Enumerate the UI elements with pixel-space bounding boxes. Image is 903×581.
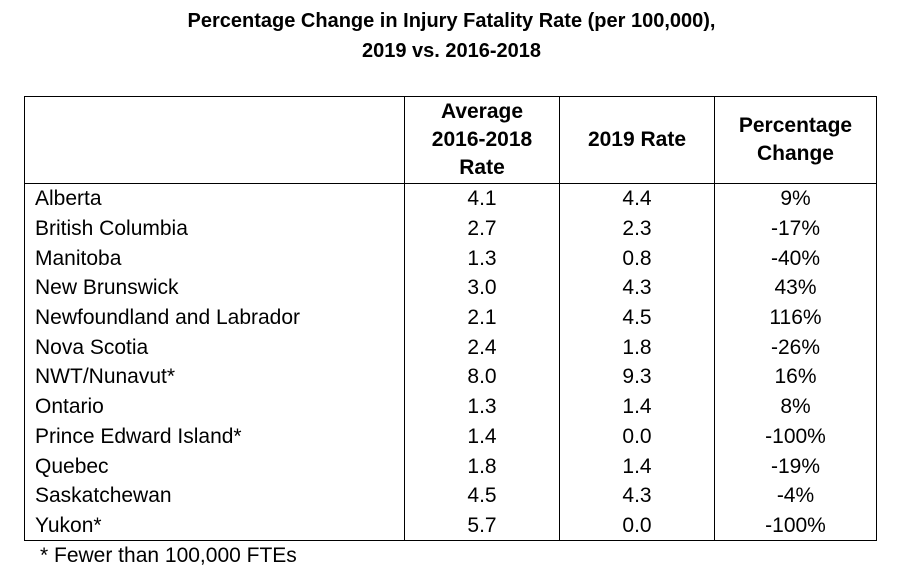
header-average-rate: Average 2016-2018 Rate bbox=[404, 96, 560, 184]
header-average-line-3: Rate bbox=[459, 156, 505, 179]
header-2019-rate: 2019 Rate bbox=[559, 96, 715, 184]
cell-percentage-change: 9% bbox=[714, 183, 877, 214]
cell-percentage-change: 8% bbox=[714, 391, 877, 422]
header-average-line-2: 2016-2018 bbox=[431, 128, 533, 151]
title-line-1: Percentage Change in Injury Fatality Rat… bbox=[187, 10, 716, 32]
cell-province: Alberta bbox=[24, 183, 405, 214]
cell-average-rate: 4.1 bbox=[404, 183, 560, 214]
cell-percentage-change: -26% bbox=[714, 332, 877, 363]
page-title: Percentage Change in Injury Fatality Rat… bbox=[0, 6, 903, 66]
table-row: Prince Edward Island* 1.4 0.0 -100% bbox=[24, 421, 877, 452]
cell-province: Manitoba bbox=[24, 243, 405, 274]
table-row: Manitoba 1.3 0.8 -40% bbox=[24, 243, 877, 274]
cell-province: Quebec bbox=[24, 451, 405, 481]
table-row: Saskatchewan 4.5 4.3 -4% bbox=[24, 480, 877, 511]
cell-average-rate: 3.0 bbox=[404, 273, 560, 303]
cell-average-rate: 1.3 bbox=[404, 391, 560, 422]
cell-percentage-change: -100% bbox=[714, 510, 877, 542]
cell-province: NWT/Nunavut* bbox=[24, 362, 405, 392]
cell-2019-rate: 1.8 bbox=[559, 332, 715, 363]
cell-2019-rate: 0.8 bbox=[559, 243, 715, 274]
cell-2019-rate: 4.3 bbox=[559, 273, 715, 303]
cell-province: Prince Edward Island* bbox=[24, 421, 405, 452]
cell-percentage-change: -100% bbox=[714, 421, 877, 452]
cell-2019-rate: 4.4 bbox=[559, 183, 715, 214]
header-percentage-change: Percentage Change bbox=[714, 96, 877, 184]
cell-province: New Brunswick bbox=[24, 273, 405, 303]
cell-percentage-change: -19% bbox=[714, 451, 877, 481]
cell-average-rate: 5.7 bbox=[404, 510, 560, 542]
cell-average-rate: 2.4 bbox=[404, 332, 560, 363]
cell-average-rate: 4.5 bbox=[404, 480, 560, 511]
cell-2019-rate: 2.3 bbox=[559, 213, 715, 244]
header-percentage-line-2: Change bbox=[756, 142, 834, 165]
table-row: New Brunswick 3.0 4.3 43% bbox=[24, 273, 877, 303]
cell-percentage-change: 43% bbox=[714, 273, 877, 303]
table-row: Yukon* 5.7 0.0 -100% bbox=[24, 510, 877, 542]
cell-average-rate: 8.0 bbox=[404, 362, 560, 392]
cell-average-rate: 1.3 bbox=[404, 243, 560, 274]
cell-2019-rate: 0.0 bbox=[559, 510, 715, 542]
table-row: Ontario 1.3 1.4 8% bbox=[24, 391, 877, 422]
cell-2019-rate: 0.0 bbox=[559, 421, 715, 452]
header-province bbox=[24, 96, 405, 184]
header-percentage-line-1: Percentage bbox=[738, 114, 853, 137]
cell-2019-rate: 1.4 bbox=[559, 451, 715, 481]
table-row: Quebec 1.8 1.4 -19% bbox=[24, 451, 877, 481]
cell-2019-rate: 9.3 bbox=[559, 362, 715, 392]
cell-average-rate: 1.4 bbox=[404, 421, 560, 452]
title-line-2: 2019 vs. 2016-2018 bbox=[361, 40, 542, 62]
cell-percentage-change: -4% bbox=[714, 480, 877, 511]
table-row: Alberta 4.1 4.4 9% bbox=[24, 183, 877, 214]
cell-average-rate: 2.1 bbox=[404, 302, 560, 333]
cell-percentage-change: -40% bbox=[714, 243, 877, 274]
cell-province: Ontario bbox=[24, 391, 405, 422]
cell-percentage-change: 16% bbox=[714, 362, 877, 392]
cell-province: Nova Scotia bbox=[24, 332, 405, 363]
cell-2019-rate: 1.4 bbox=[559, 391, 715, 422]
cell-2019-rate: 4.5 bbox=[559, 302, 715, 333]
header-average-line-1: Average bbox=[440, 100, 524, 123]
footnote: * Fewer than 100,000 FTEs bbox=[40, 544, 297, 567]
cell-average-rate: 2.7 bbox=[404, 213, 560, 244]
table-row: British Columbia 2.7 2.3 -17% bbox=[24, 213, 877, 244]
fatality-rate-table: Average 2016-2018 Rate 2019 Rate Percent… bbox=[24, 96, 877, 542]
cell-province: Newfoundland and Labrador bbox=[24, 302, 405, 333]
cell-province: Yukon* bbox=[24, 510, 405, 542]
cell-percentage-change: -17% bbox=[714, 213, 877, 244]
cell-2019-rate: 4.3 bbox=[559, 480, 715, 511]
table-row: Nova Scotia 2.4 1.8 -26% bbox=[24, 332, 877, 363]
cell-province: British Columbia bbox=[24, 213, 405, 244]
table-row: Newfoundland and Labrador 2.1 4.5 116% bbox=[24, 302, 877, 333]
cell-percentage-change: 116% bbox=[714, 302, 877, 333]
cell-province: Saskatchewan bbox=[24, 480, 405, 511]
header-row: Average 2016-2018 Rate 2019 Rate Percent… bbox=[24, 96, 877, 184]
table-row: NWT/Nunavut* 8.0 9.3 16% bbox=[24, 362, 877, 392]
cell-average-rate: 1.8 bbox=[404, 451, 560, 481]
